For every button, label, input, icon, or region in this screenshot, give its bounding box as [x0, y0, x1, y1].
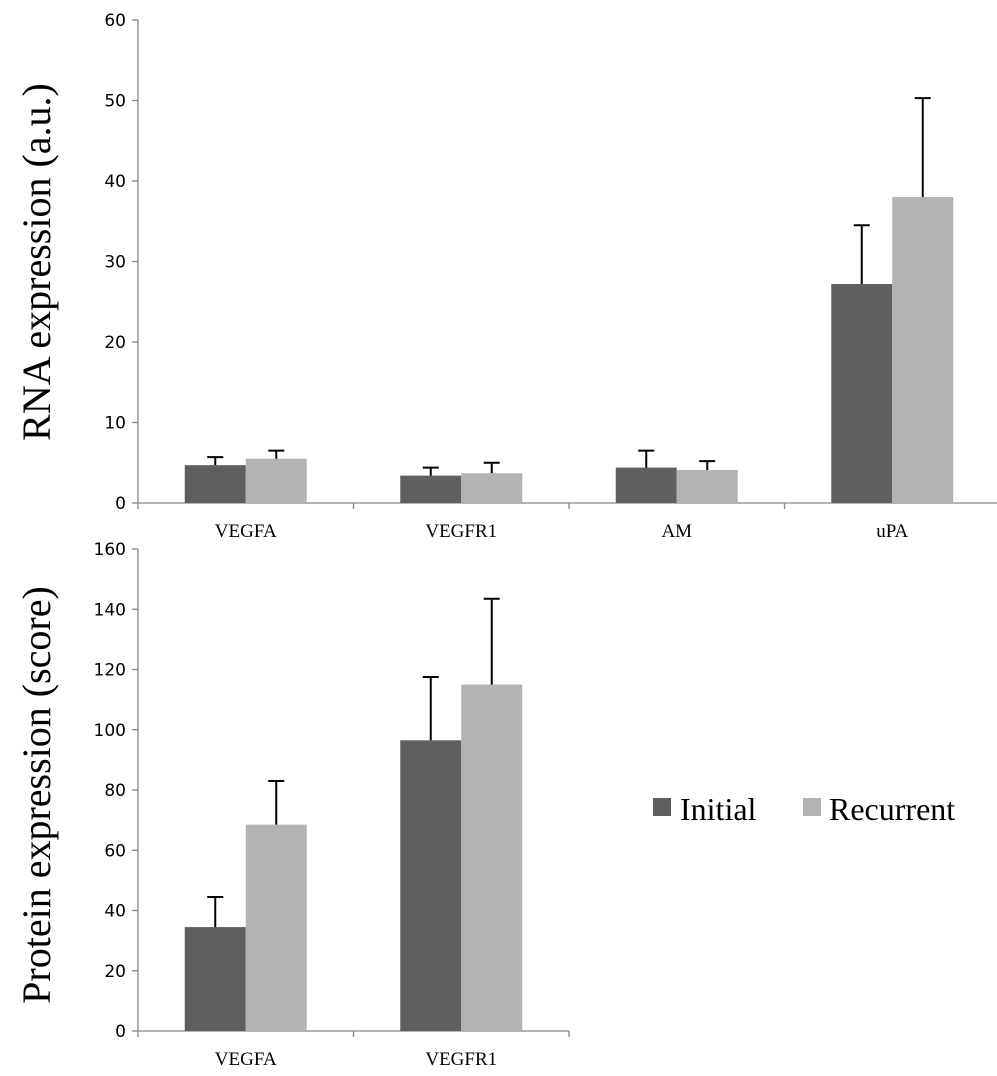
legend-swatch-recurrent [803, 798, 821, 816]
rna-bar-recurrent-vegfa [245, 458, 307, 503]
legend-label-initial: Initial [680, 791, 757, 827]
protein-category-label: VEGFR1 [425, 1049, 497, 1070]
protein-y-tick-label: 140 [94, 600, 126, 620]
rna-y-axis-title: RNA expression (a.u.) [14, 83, 59, 441]
rna-bar-recurrent-upa [892, 197, 954, 503]
rna-bar-initial-upa [831, 284, 893, 503]
protein-y-tick-label: 40 [104, 902, 126, 922]
rna-category-label: AM [661, 521, 692, 542]
rna-y-tick-label: 30 [104, 253, 126, 273]
legend: Initial Recurrent [653, 791, 955, 827]
legend-label-recurrent: Recurrent [829, 791, 955, 827]
protein-y-tick-label: 20 [104, 962, 126, 982]
rna-bar-initial-vegfa [184, 465, 246, 503]
rna-bar-initial-vegfr1 [400, 475, 462, 503]
protein-expression-chart: 0 20 40 60 80 100 120 140 160 VEGFA VEGFR1 [94, 540, 570, 1070]
protein-y-tick-label: 100 [94, 721, 126, 741]
rna-category-label: VEGFA [215, 521, 277, 542]
protein-y-tick-label: 0 [115, 1022, 126, 1042]
rna-bar-recurrent-vegfr1 [461, 473, 523, 503]
protein-y-tick-label: 160 [94, 540, 126, 560]
legend-swatch-initial [653, 798, 671, 816]
rna-y-tick-label: 40 [104, 172, 126, 192]
rna-bar-recurrent-am [676, 469, 738, 503]
rna-y-tick-label: 10 [104, 414, 126, 434]
protein-category-label: VEGFA [215, 1049, 277, 1070]
protein-y-tick-label: 80 [104, 781, 126, 801]
rna-y-tick-label: 60 [104, 11, 126, 31]
rna-y-tick-label: 50 [104, 92, 126, 112]
protein-y-tick-label: 120 [94, 661, 126, 681]
rna-expression-chart: 0 10 20 30 40 50 60 VEGFA VEGFR1 AM uPA [104, 11, 997, 542]
rna-bar-initial-am [615, 467, 677, 503]
rna-category-label: uPA [876, 521, 908, 542]
rna-y-tick-label: 0 [115, 494, 126, 514]
protein-bar-initial-vegfa [184, 927, 246, 1031]
protein-y-tick-label: 60 [104, 841, 126, 861]
protein-bar-initial-vegfr1 [400, 740, 462, 1031]
protein-bar-recurrent-vegfr1 [461, 684, 523, 1031]
protein-bar-recurrent-vegfa [245, 824, 307, 1031]
rna-y-tick-label: 20 [104, 333, 126, 353]
rna-category-label: VEGFR1 [425, 521, 497, 542]
protein-y-axis-title: Protein expression (score) [14, 586, 59, 1004]
